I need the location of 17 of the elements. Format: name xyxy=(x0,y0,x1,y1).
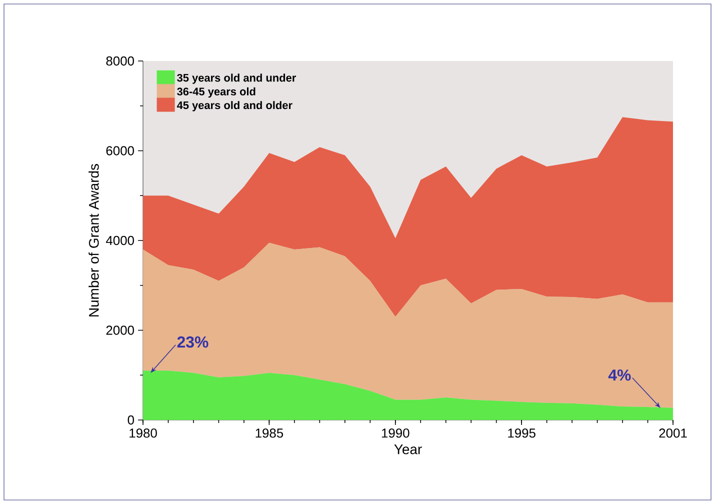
x-tick-label: 2001 xyxy=(659,428,687,438)
y-axis-title: Number of Grant Awards xyxy=(88,164,99,316)
y-tick-label: 2000 xyxy=(106,326,134,335)
legend-label: 35 years old and under xyxy=(177,74,296,84)
y-tick-label: 0 xyxy=(128,415,134,425)
x-tick-label: 1995 xyxy=(508,428,536,438)
legend-label: 36-45 years old xyxy=(177,87,256,98)
y-tick-label: 6000 xyxy=(106,146,134,156)
x-tick-label: 1985 xyxy=(256,428,284,438)
y-tick-label: 8000 xyxy=(106,56,134,66)
y-tick-label: 4000 xyxy=(106,236,134,246)
annotation: 23% xyxy=(177,336,208,348)
legend-label: 45 years old and older xyxy=(176,101,292,112)
x-tick-label: 1980 xyxy=(130,428,157,438)
x-axis-title: Year xyxy=(394,444,422,454)
x-tick-label: 1990 xyxy=(382,428,410,438)
annotation: 4% xyxy=(608,369,631,381)
